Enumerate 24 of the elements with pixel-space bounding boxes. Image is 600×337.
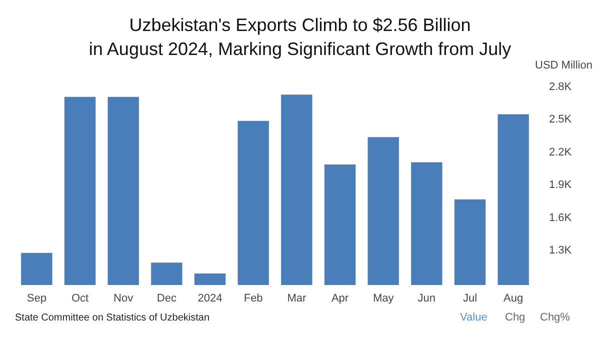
text: State Committee on Statistics of Uzbekistan [15, 312, 210, 324]
y-tick-label: 2.2K [549, 146, 572, 158]
y-tick-label: 2.8K [549, 81, 572, 93]
y-tick-label: 1.6K [549, 212, 572, 224]
y-axis-title: USD Million [535, 60, 592, 72]
x-tick-label: May [372, 292, 394, 304]
x-tick-label: Apr [331, 292, 349, 304]
x-tick-label: Aug [504, 292, 524, 304]
x-tick-label: Sep [26, 292, 46, 304]
text: Value [460, 312, 488, 324]
y-tick-label: 2.5K [549, 114, 572, 126]
y-tick-label: 1.9K [549, 179, 572, 192]
y-tick-label: 1.3K [549, 244, 572, 257]
x-tick-label: Mar [287, 292, 306, 304]
text: Chg% [540, 312, 570, 324]
x-tick-label: Feb [244, 292, 263, 304]
x-tick-label: Jul [462, 292, 478, 304]
x-tick-label: Oct [71, 292, 89, 304]
x-tick-label: Dec [156, 292, 177, 304]
x-tick-label: Nov [114, 292, 134, 304]
chart-title: Uzbekistan's Exports Climb to $2.56 Billion in August 2024, Marking Significant Growth from July [88, 15, 512, 59]
x-tick-label: 2024 [198, 292, 222, 304]
text: Chg [505, 312, 526, 324]
x-tick-label: Jun [418, 292, 436, 304]
